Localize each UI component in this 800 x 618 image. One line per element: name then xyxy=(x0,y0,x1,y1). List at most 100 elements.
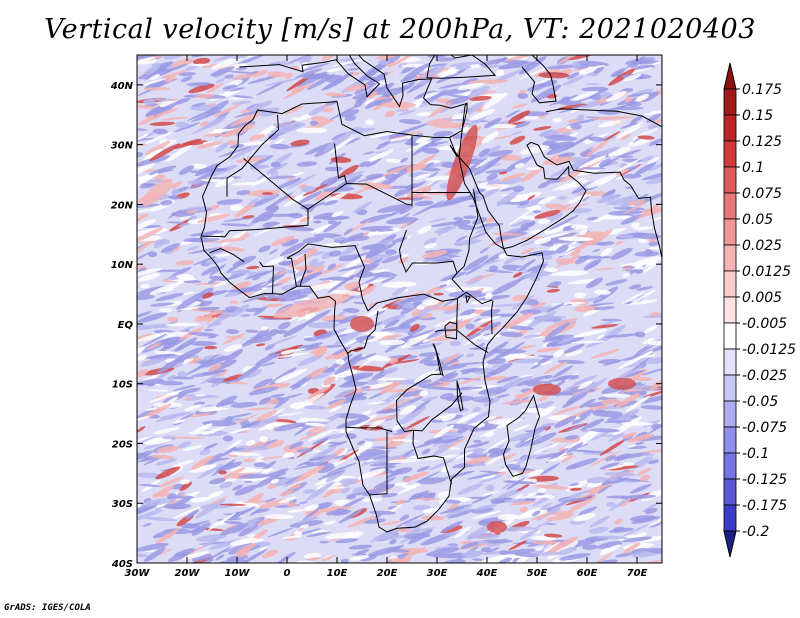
field-streak xyxy=(319,540,329,544)
field-streak xyxy=(552,365,574,379)
field-streak xyxy=(139,326,170,329)
field-streak xyxy=(641,367,662,376)
field-streak xyxy=(410,399,432,414)
field-streak xyxy=(543,134,578,141)
field-streak xyxy=(157,357,183,374)
field-streak xyxy=(612,526,625,532)
field-streak xyxy=(478,539,514,544)
field-streak xyxy=(440,183,449,189)
field-streak xyxy=(593,552,614,563)
field-streak xyxy=(145,353,176,359)
field-streak xyxy=(177,306,199,311)
field-streak xyxy=(191,553,213,562)
field-streak xyxy=(441,413,457,422)
field-streak xyxy=(300,56,312,65)
field-streak xyxy=(277,383,291,389)
field-streak xyxy=(634,331,646,338)
field-streak xyxy=(287,509,306,513)
country-border xyxy=(259,261,275,294)
field-streak xyxy=(544,533,563,538)
field-streak xyxy=(368,414,400,422)
field-streak xyxy=(264,257,284,267)
field-streak xyxy=(603,131,621,142)
field-streak xyxy=(402,547,426,559)
field-streak xyxy=(149,143,181,162)
field-streak xyxy=(409,323,420,332)
field-streak xyxy=(514,454,531,466)
field-streak xyxy=(637,135,655,140)
field-streak xyxy=(154,350,187,356)
field-streak xyxy=(396,123,429,135)
field-streak xyxy=(559,553,591,561)
field-streak xyxy=(520,145,550,155)
field-streak xyxy=(197,497,206,503)
field-streak xyxy=(517,344,537,350)
field-streak xyxy=(238,473,271,479)
field-streak xyxy=(229,144,245,149)
field-streak xyxy=(589,450,622,467)
field-streak xyxy=(467,333,482,340)
field-streak xyxy=(247,417,280,429)
field-streak xyxy=(222,123,256,138)
lat-tick-label: 10S xyxy=(112,380,133,391)
field-streak xyxy=(142,78,167,86)
field-streak xyxy=(324,166,343,172)
field-streak xyxy=(643,315,662,318)
field-streak xyxy=(519,528,539,541)
field-streak xyxy=(485,217,495,223)
field-streak xyxy=(594,289,611,295)
field-streak xyxy=(278,496,297,504)
field-streak xyxy=(215,142,230,153)
field-streak xyxy=(597,120,622,128)
field-streak xyxy=(447,543,459,547)
field-streak xyxy=(569,482,580,487)
field-streak xyxy=(144,64,161,75)
field-streak xyxy=(473,392,497,401)
field-streak xyxy=(597,486,609,494)
field-streak xyxy=(224,336,245,339)
field-streak xyxy=(256,81,284,96)
field-streak xyxy=(187,247,223,254)
field-streak xyxy=(516,257,527,261)
field-streak xyxy=(216,395,238,408)
field-streak xyxy=(302,508,320,521)
field-streak xyxy=(159,411,192,419)
field-streak xyxy=(600,156,620,168)
field-streak xyxy=(179,481,192,491)
lon-tick-label: 10E xyxy=(327,568,348,579)
field-streak xyxy=(401,64,426,68)
field-streak xyxy=(346,127,376,135)
field-streak xyxy=(312,371,332,380)
field-streak xyxy=(270,478,280,484)
field-streak xyxy=(513,424,531,432)
field-streak xyxy=(230,304,250,318)
field-streak xyxy=(201,265,219,276)
field-streak xyxy=(303,405,328,410)
field-streak xyxy=(571,188,584,194)
field-streak xyxy=(223,435,234,442)
field-streak xyxy=(646,356,662,364)
field-streak xyxy=(223,344,243,352)
field-streak xyxy=(552,177,587,191)
field-streak xyxy=(137,312,168,323)
field-streak xyxy=(180,413,195,420)
field-streak xyxy=(140,403,172,420)
field-streak xyxy=(266,213,300,217)
field-streak xyxy=(583,258,602,270)
field-streak xyxy=(510,500,536,506)
field-streak xyxy=(465,353,475,358)
field-streak xyxy=(188,83,215,94)
field-streak xyxy=(427,171,439,179)
field-streak xyxy=(282,452,295,459)
field-streak xyxy=(626,199,646,206)
field-streak xyxy=(323,131,353,151)
field-streak xyxy=(207,278,218,285)
field-streak xyxy=(153,269,182,273)
field-streak xyxy=(186,206,210,212)
field-streak xyxy=(477,315,502,323)
field-streak xyxy=(205,310,223,317)
field-streak xyxy=(455,239,482,246)
field-streak xyxy=(213,103,242,117)
field-streak xyxy=(187,332,219,337)
field-streak xyxy=(498,252,509,259)
